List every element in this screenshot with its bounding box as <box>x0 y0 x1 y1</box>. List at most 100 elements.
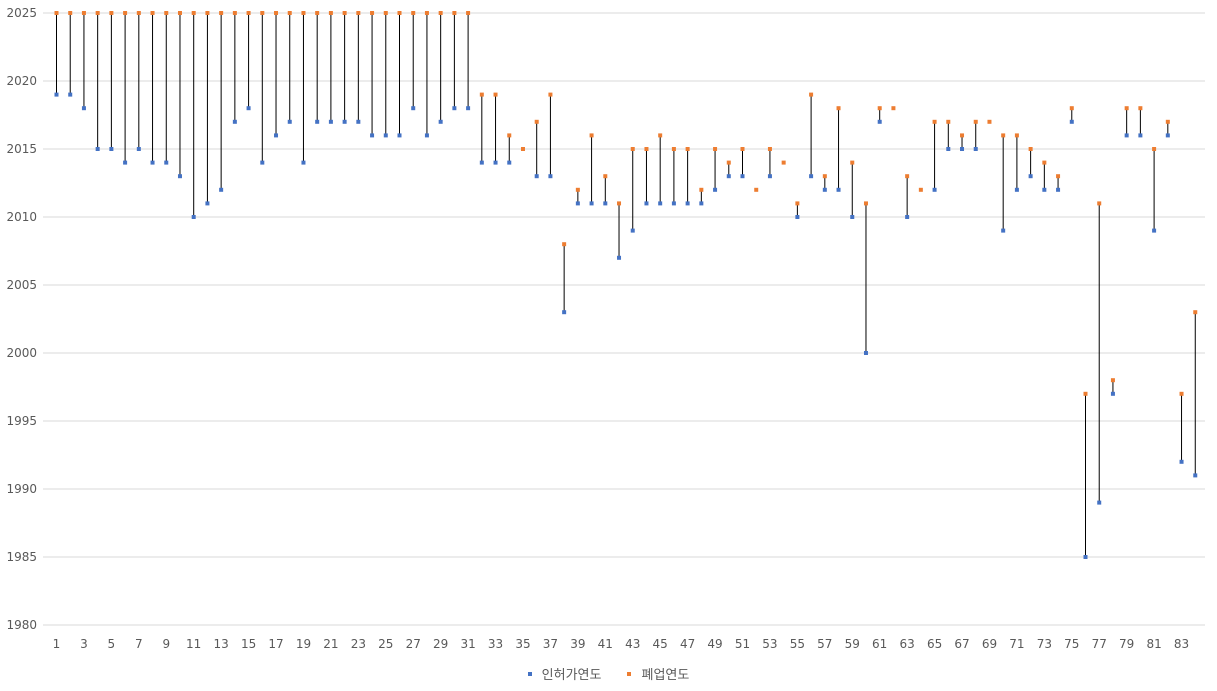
permit-year-point <box>877 119 882 124</box>
x-tick-label: 75 <box>1064 637 1079 651</box>
legend-item-closure: 폐업연도 <box>627 664 689 683</box>
gridlines <box>43 12 1205 626</box>
closure-year-point <box>603 174 608 179</box>
x-tick-label: 27 <box>406 637 421 651</box>
permit-year-point <box>356 119 361 124</box>
closure-year-point <box>383 11 388 15</box>
closure-year-point <box>534 119 539 124</box>
permit-year-point <box>726 174 731 179</box>
closure-year-point <box>95 11 100 15</box>
legend-label-closure: 폐업연도 <box>641 668 690 683</box>
closure-year-point <box>342 11 347 15</box>
closure-year-point <box>1014 133 1019 138</box>
x-tick-label: 59 <box>845 637 860 651</box>
permit-year-point <box>342 119 347 124</box>
permit-year-point <box>1001 228 1006 233</box>
closure-year-point <box>713 147 718 151</box>
closure-year-point <box>1097 201 1102 206</box>
permit-year-point <box>836 187 841 192</box>
closure-year-point <box>809 92 814 97</box>
x-tick-label: 61 <box>872 637 887 651</box>
permit-year-point <box>1193 473 1198 478</box>
closure-year-point <box>850 160 855 165</box>
closure-year-point <box>960 133 965 138</box>
x-tick-label: 37 <box>543 637 558 651</box>
x-tick-label: 43 <box>625 637 640 651</box>
closure-year-point <box>863 201 868 206</box>
permit-year-point <box>1056 187 1061 192</box>
closure-year-point <box>356 11 361 15</box>
closure-year-point <box>932 119 937 124</box>
permit-year-point <box>863 351 868 355</box>
legend-item-permit: 인허가연도 <box>527 664 602 683</box>
permit-year-point <box>562 310 567 315</box>
permit-year-point <box>109 147 114 151</box>
permit-year-point <box>1083 555 1088 559</box>
permit-year-point <box>315 119 320 124</box>
closure-year-point <box>795 201 800 206</box>
permit-year-point <box>1014 187 1019 192</box>
x-tick-label: 65 <box>927 637 942 651</box>
x-tick-label: 67 <box>954 637 969 651</box>
permit-year-point <box>479 160 484 165</box>
permit-year-point <box>232 119 237 124</box>
x-tick-label: 31 <box>460 637 475 651</box>
closure-year-point <box>699 187 704 192</box>
closure-year-point <box>397 11 402 15</box>
x-tick-label: 39 <box>570 637 585 651</box>
closure-year-point <box>205 11 210 15</box>
closure-year-point <box>1083 391 1088 396</box>
permit-year-point <box>1152 228 1157 233</box>
permit-year-point <box>905 215 910 219</box>
closure-year-point <box>411 11 416 15</box>
y-tick-label: 1990 <box>6 482 37 496</box>
closure-year-point <box>246 11 251 15</box>
x-tick-label: 81 <box>1146 637 1161 651</box>
closure-year-point <box>1042 160 1047 165</box>
closure-year-point <box>177 11 182 15</box>
closure-year-point <box>466 11 471 15</box>
closure-year-point <box>905 174 910 179</box>
closure-year-point <box>918 187 923 192</box>
y-tick-label: 2015 <box>6 142 37 156</box>
closure-year-point <box>562 242 567 247</box>
closure-year-point <box>1069 106 1074 111</box>
permit-year-point <box>328 119 333 124</box>
x-tick-label: 7 <box>135 637 143 651</box>
closure-year-point <box>836 106 841 111</box>
closure-year-point <box>81 11 86 15</box>
closure-year-point <box>1028 147 1033 151</box>
x-tick-label: 79 <box>1119 637 1134 651</box>
legend-label-permit: 인허가연도 <box>541 668 602 683</box>
closure-year-point <box>424 11 429 15</box>
closure-year-point <box>232 11 237 15</box>
permit-year-point <box>795 215 800 219</box>
closure-year-point <box>493 92 498 97</box>
permit-year-point <box>205 201 210 206</box>
permit-year-point <box>1138 133 1143 138</box>
closure-year-point <box>781 160 786 165</box>
permit-year-point <box>164 160 169 165</box>
permit-year-point <box>850 215 855 219</box>
x-tick-label: 41 <box>598 637 613 651</box>
legend: 인허가연도 폐업연도 <box>0 664 1217 683</box>
closure-year-point <box>315 11 320 15</box>
x-tick-label: 23 <box>351 637 366 651</box>
closure-year-point <box>685 147 690 151</box>
y-tick-label: 1980 <box>6 618 37 632</box>
permit-year-point <box>740 174 745 179</box>
closure-year-point <box>877 106 882 111</box>
legend-marker-closure <box>627 671 632 676</box>
x-tick-label: 55 <box>790 637 805 651</box>
permit-year-point <box>123 160 128 165</box>
closure-year-point <box>740 147 745 151</box>
closure-year-point <box>328 11 333 15</box>
permit-year-point <box>699 201 704 206</box>
permit-year-point <box>1097 500 1102 505</box>
closure-year-point <box>754 187 759 192</box>
x-tick-label: 29 <box>433 637 448 651</box>
permit-year-point <box>946 147 951 151</box>
y-tick-label: 1995 <box>6 414 37 428</box>
permit-year-point <box>932 187 937 192</box>
x-tick-label: 19 <box>296 637 311 651</box>
